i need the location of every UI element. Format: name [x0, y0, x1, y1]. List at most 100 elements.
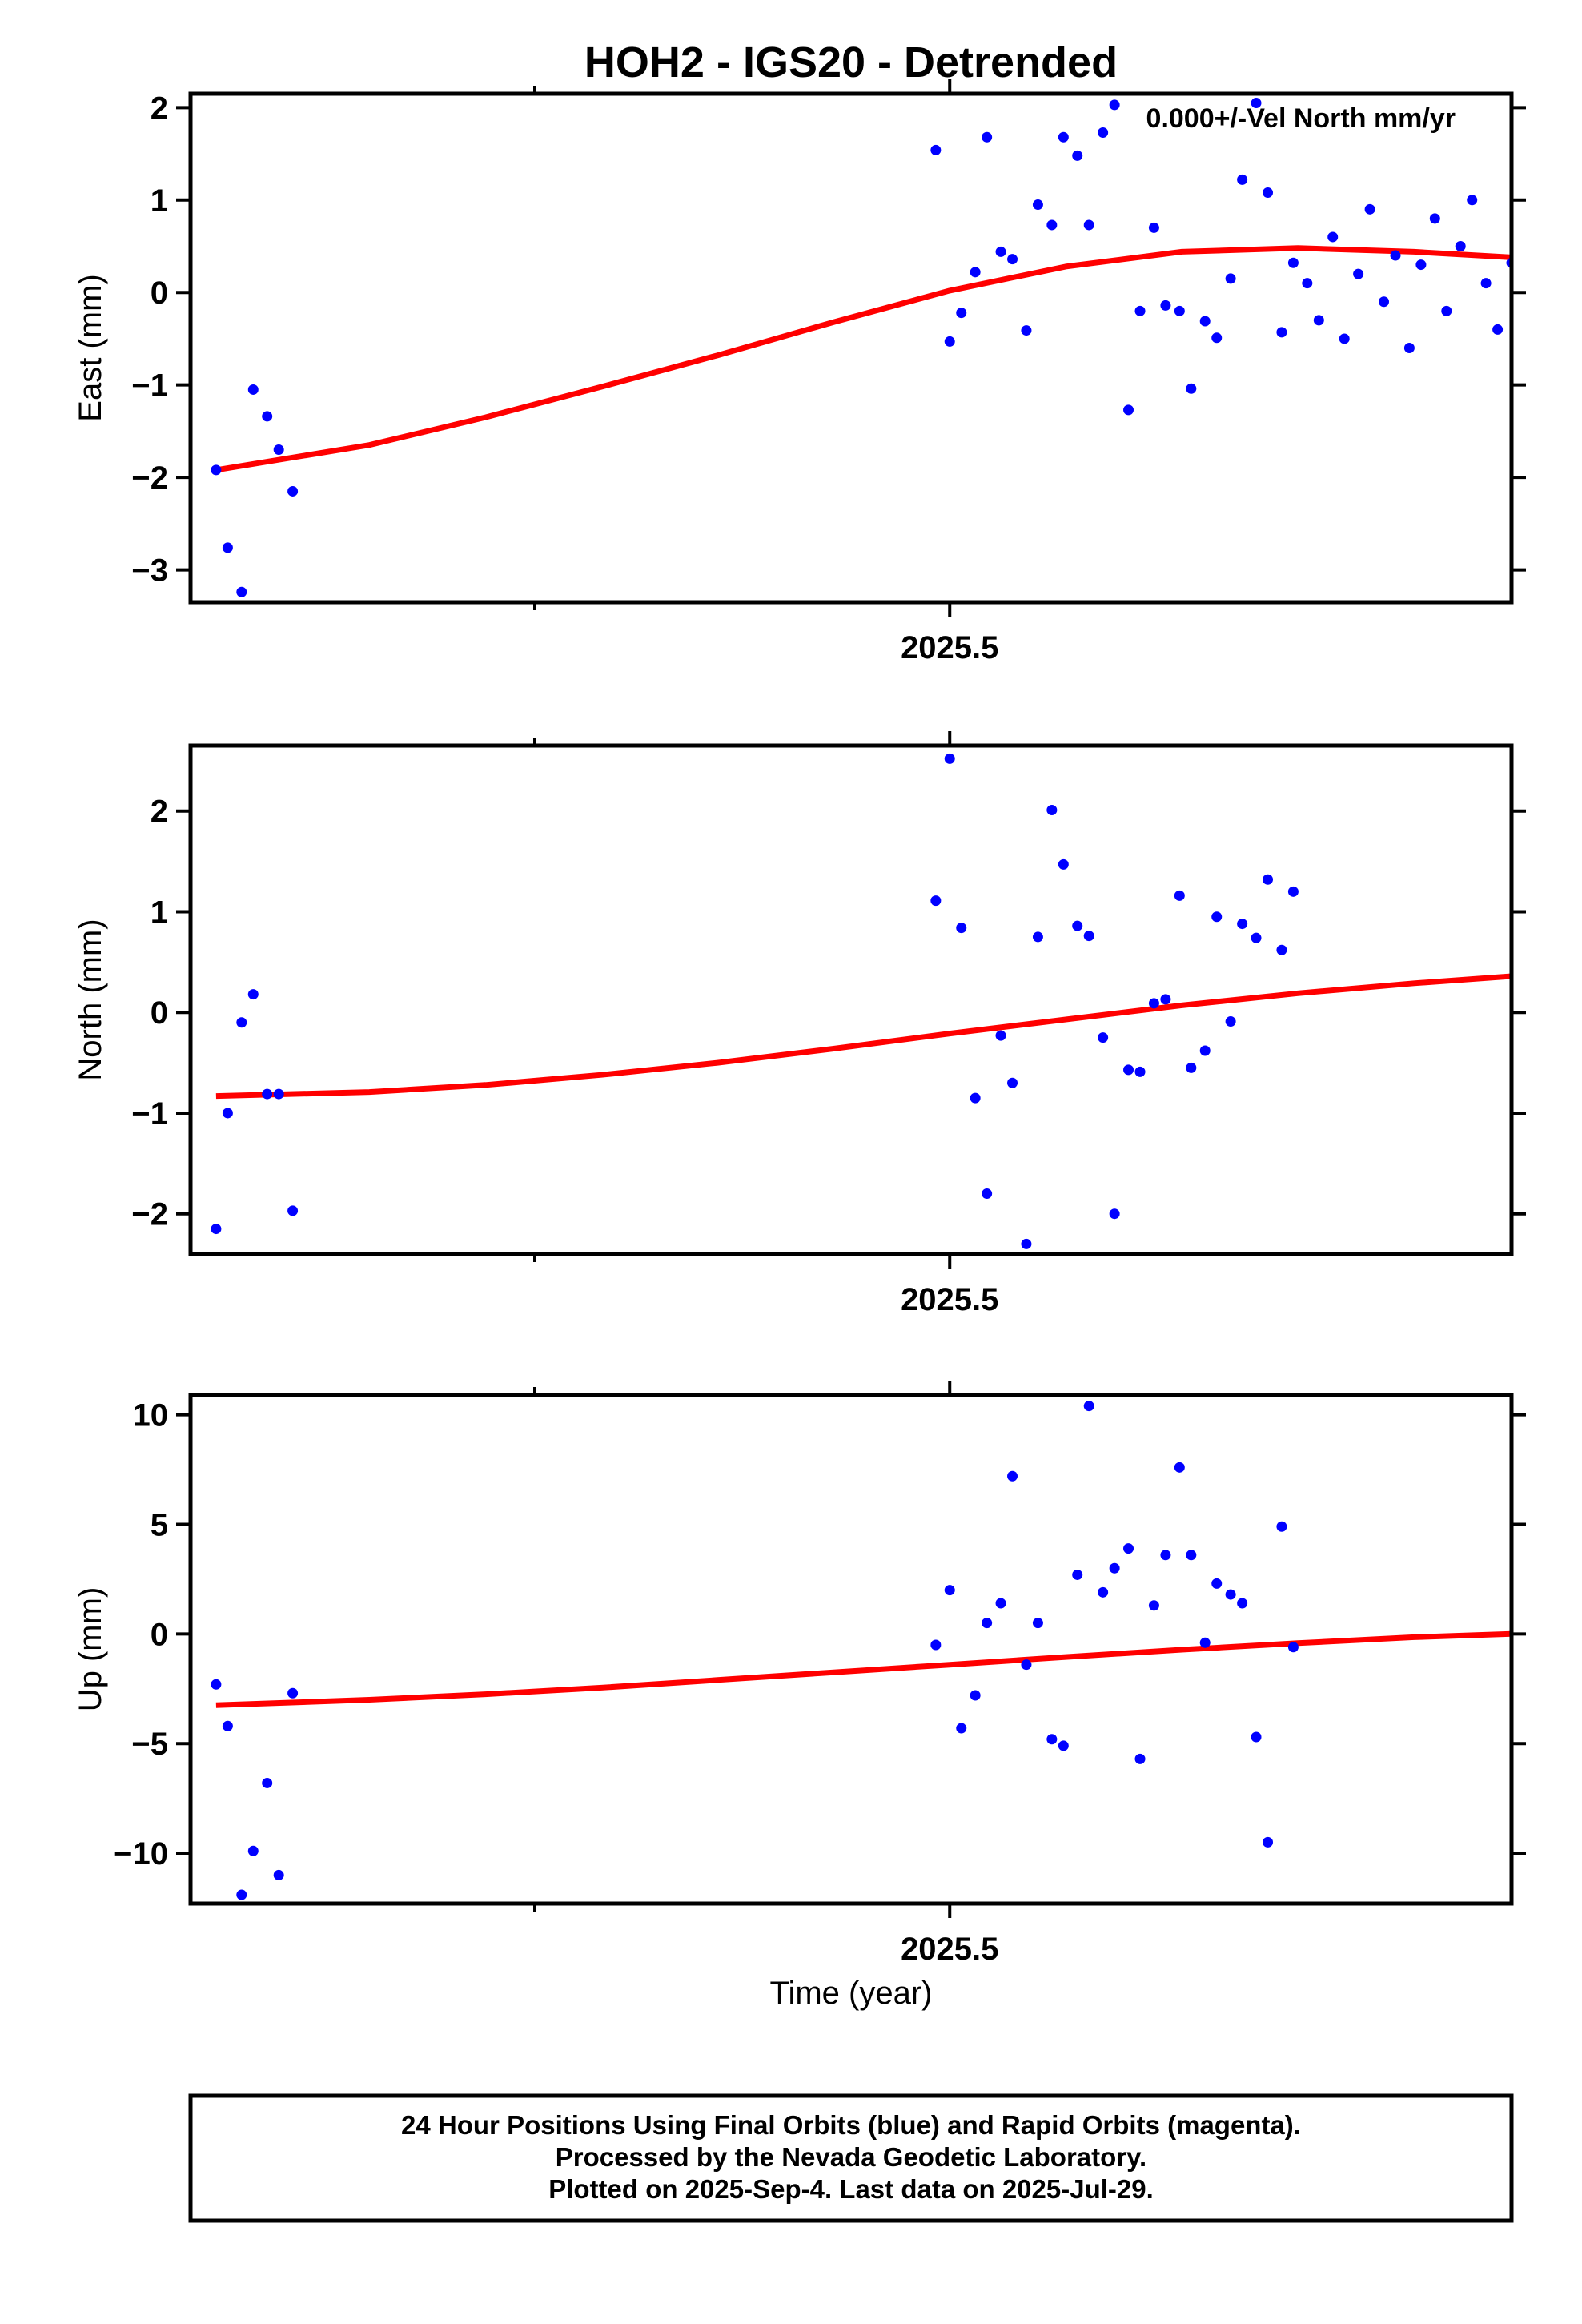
- up-data-point: [1134, 1753, 1146, 1764]
- east-data-point: [1276, 327, 1287, 338]
- north-ytick-label: 0: [151, 995, 168, 1031]
- up-data-point: [247, 1845, 259, 1856]
- up-data-point: [1007, 1470, 1018, 1482]
- up-data-point: [1148, 1600, 1159, 1611]
- east-ytick-label: 0: [151, 275, 168, 311]
- east-data-point: [930, 144, 942, 155]
- east-ytick-label: −3: [131, 553, 168, 589]
- east-data-point: [995, 246, 1006, 257]
- up-panel: −10 −5 0 5 10 2025.5 Up (mm): [73, 1381, 1526, 1967]
- east-data-point: [1287, 257, 1299, 268]
- north-data-point: [287, 1205, 299, 1216]
- east-data-point: [1467, 195, 1478, 206]
- up-data-point: [1237, 1598, 1248, 1609]
- north-data-point: [273, 1088, 284, 1100]
- north-data-point: [1225, 1016, 1236, 1027]
- east-data-point: [1032, 199, 1043, 211]
- up-model-curve: [215, 1630, 1512, 1708]
- east-data-point: [222, 542, 233, 553]
- north-frame: [188, 743, 1514, 1256]
- x-axis-label: Time (year): [770, 1976, 933, 2011]
- east-data-point: [236, 586, 247, 597]
- east-data-point: [970, 267, 981, 278]
- footer-line-2: Processed by the Nevada Geodetic Laborat…: [556, 2142, 1146, 2172]
- east-data-point: [1225, 273, 1236, 284]
- up-plot-area: [211, 1401, 1512, 1900]
- north-y-axis-label: North (mm): [73, 919, 108, 1080]
- east-xtick-label: 2025.5: [901, 630, 998, 665]
- up-data-point: [222, 1720, 233, 1731]
- east-data-point: [982, 131, 993, 143]
- up-data-point: [1072, 1569, 1083, 1580]
- north-data-point: [262, 1088, 273, 1100]
- east-data-point: [1379, 296, 1390, 308]
- up-data-point: [930, 1639, 942, 1651]
- north-data-point: [995, 1030, 1006, 1041]
- north-data-point: [1072, 920, 1083, 931]
- east-data-point: [1211, 332, 1223, 344]
- north-data-point: [956, 923, 967, 934]
- east-panel: −3 −2 −1 0 1 2 2025.5 East (mm) 0.000+/-Vel Nort…: [73, 79, 1526, 665]
- up-data-point: [1251, 1731, 1262, 1743]
- north-data-point: [222, 1108, 233, 1119]
- east-frame: [188, 91, 1514, 605]
- east-data-point: [1174, 305, 1185, 316]
- up-data-point: [273, 1869, 284, 1880]
- east-data-point: [273, 444, 284, 455]
- up-xtick-label: 2025.5: [901, 1932, 998, 1967]
- up-data-point: [1276, 1521, 1287, 1532]
- up-data-point: [287, 1687, 299, 1699]
- up-data-point: [1123, 1543, 1134, 1554]
- east-data-point: [1109, 99, 1120, 111]
- footer-line-3: Plotted on 2025-Sep-4. Last data on 2025…: [548, 2174, 1154, 2204]
- east-data-point: [1403, 343, 1415, 353]
- north-data-point: [1174, 890, 1185, 901]
- up-data-point: [236, 1889, 247, 1900]
- east-ytick-label: −1: [131, 368, 168, 404]
- east-data-point: [1123, 404, 1134, 416]
- east-data-point: [1046, 219, 1058, 231]
- up-y-axis-label: Up (mm): [73, 1587, 108, 1712]
- north-data-point: [1058, 858, 1069, 870]
- up-data-point: [1199, 1637, 1211, 1648]
- north-model-curve: [215, 973, 1512, 1100]
- up-data-point: [1021, 1659, 1032, 1671]
- north-data-point: [1211, 911, 1223, 923]
- figure-title: HOH2 - IGS20 - Detrended: [584, 38, 1118, 86]
- footer-box: 24 Hour Positions Using Final Orbits (bl…: [188, 2093, 1514, 2223]
- up-data-point: [1058, 1740, 1069, 1751]
- up-data-point: [1225, 1589, 1236, 1600]
- north-data-point: [930, 895, 942, 907]
- east-data-point: [1455, 241, 1466, 251]
- north-data-point: [1098, 1032, 1109, 1043]
- east-data-point: [1390, 250, 1401, 261]
- north-data-point: [1263, 874, 1274, 885]
- east-data-point: [1237, 174, 1248, 185]
- east-model-curve: [215, 245, 1512, 473]
- east-data-point: [1415, 259, 1427, 271]
- up-data-point: [211, 1679, 222, 1690]
- north-ytick-label: 2: [151, 794, 168, 830]
- footer-frame: [188, 2093, 1514, 2223]
- east-data-point: [1083, 219, 1094, 231]
- up-data-point: [1211, 1578, 1223, 1589]
- north-data-point: [982, 1188, 993, 1200]
- east-data-point: [1072, 150, 1083, 161]
- north-data-point: [1276, 944, 1287, 955]
- east-data-point: [1339, 333, 1350, 344]
- velocity-annotation: 0.000+/-Vel North mm/yr: [1146, 103, 1456, 134]
- north-data-point: [944, 753, 955, 764]
- north-data-point: [1007, 1077, 1018, 1088]
- north-data-point: [1134, 1066, 1146, 1077]
- north-data-point: [1186, 1062, 1197, 1073]
- east-data-point: [1199, 316, 1211, 327]
- up-data-point: [1186, 1550, 1197, 1561]
- up-ytick-label: 5: [151, 1507, 168, 1542]
- east-ytick-label: 2: [151, 90, 168, 126]
- east-data-point: [1160, 300, 1171, 311]
- north-data-point: [1199, 1045, 1211, 1056]
- up-data-point: [1098, 1586, 1109, 1598]
- east-data-point: [1313, 315, 1324, 326]
- up-data-point: [1032, 1618, 1043, 1629]
